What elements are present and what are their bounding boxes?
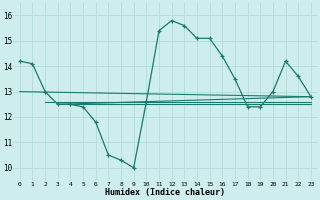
X-axis label: Humidex (Indice chaleur): Humidex (Indice chaleur) xyxy=(105,188,225,197)
